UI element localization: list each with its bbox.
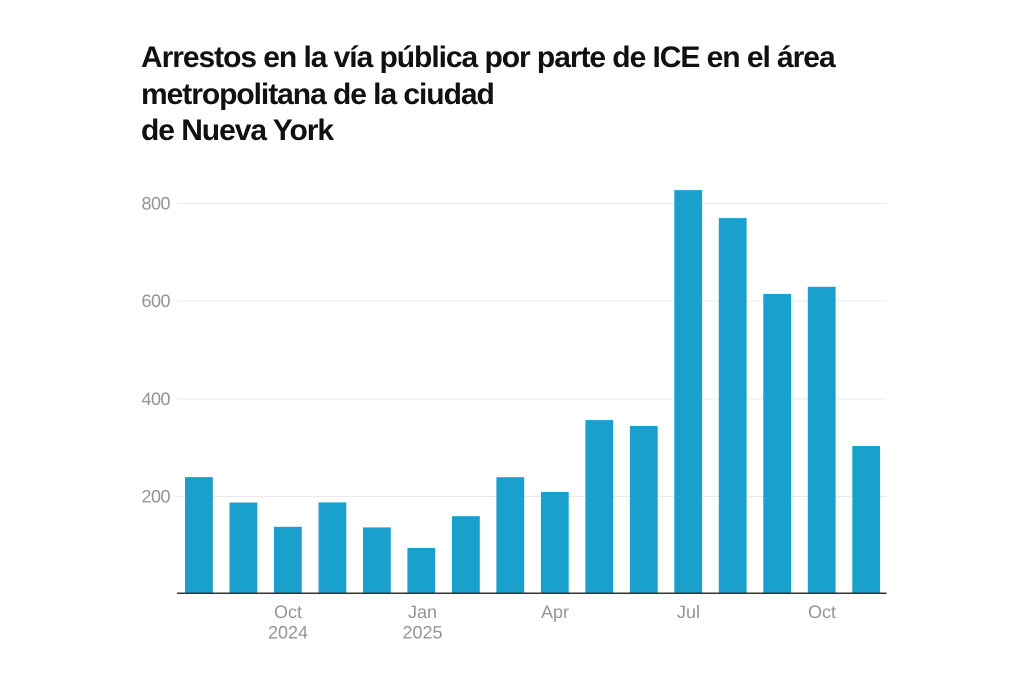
svg-text:600: 600: [141, 291, 170, 311]
svg-text:400: 400: [141, 389, 170, 409]
svg-text:Jul: Jul: [677, 602, 700, 622]
svg-text:Oct: Oct: [274, 602, 302, 622]
svg-text:2025: 2025: [402, 623, 442, 643]
svg-text:200: 200: [141, 486, 170, 506]
svg-text:800: 800: [141, 193, 170, 213]
svg-text:2024: 2024: [268, 623, 308, 643]
svg-text:Apr: Apr: [541, 602, 569, 622]
svg-text:Jan: Jan: [408, 602, 437, 622]
svg-text:Oct: Oct: [808, 602, 836, 622]
